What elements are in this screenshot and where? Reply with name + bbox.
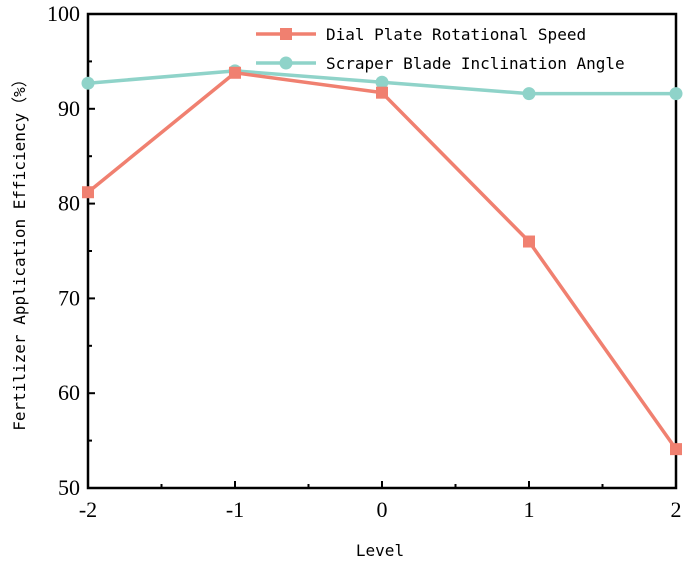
y-axis-ticks: 50 60 70 80 90 100 <box>47 1 95 500</box>
data-point <box>81 76 95 90</box>
y-tick-label: 50 <box>58 475 80 500</box>
y-tick-label: 80 <box>58 191 80 216</box>
y-tick-label: 70 <box>58 285 80 310</box>
data-point <box>670 443 682 456</box>
x-axis-ticks: -2 -1 0 1 2 <box>79 481 682 522</box>
y-tick-label: 60 <box>58 380 80 405</box>
data-point <box>669 87 683 101</box>
y-tick-label: 100 <box>47 1 80 26</box>
x-tick-label: 1 <box>524 497 535 522</box>
legend-marker-scraper-blade <box>279 56 293 70</box>
legend-marker-dial-plate <box>280 28 292 40</box>
data-point <box>229 66 241 79</box>
x-axis-title: Level <box>356 541 404 560</box>
legend-label-scraper-blade: Scraper Blade Inclination Angle <box>326 54 625 73</box>
x-tick-label: 2 <box>671 497 682 522</box>
data-point <box>523 235 535 248</box>
series-layer <box>81 64 683 456</box>
y-axis-title: Fertilizer Application Efficiency（%） <box>10 71 29 431</box>
legend: Dial Plate Rotational Speed Scraper Blad… <box>256 25 625 73</box>
x-tick-label: 0 <box>377 497 388 522</box>
y-tick-label: 90 <box>58 96 80 121</box>
legend-label-dial-plate: Dial Plate Rotational Speed <box>326 25 586 44</box>
x-tick-label: -2 <box>79 497 97 522</box>
x-tick-label: -1 <box>226 497 244 522</box>
data-point <box>376 86 388 99</box>
series-line <box>86 71 678 451</box>
data-point <box>82 186 94 199</box>
data-point <box>375 75 389 89</box>
data-point <box>522 87 536 101</box>
